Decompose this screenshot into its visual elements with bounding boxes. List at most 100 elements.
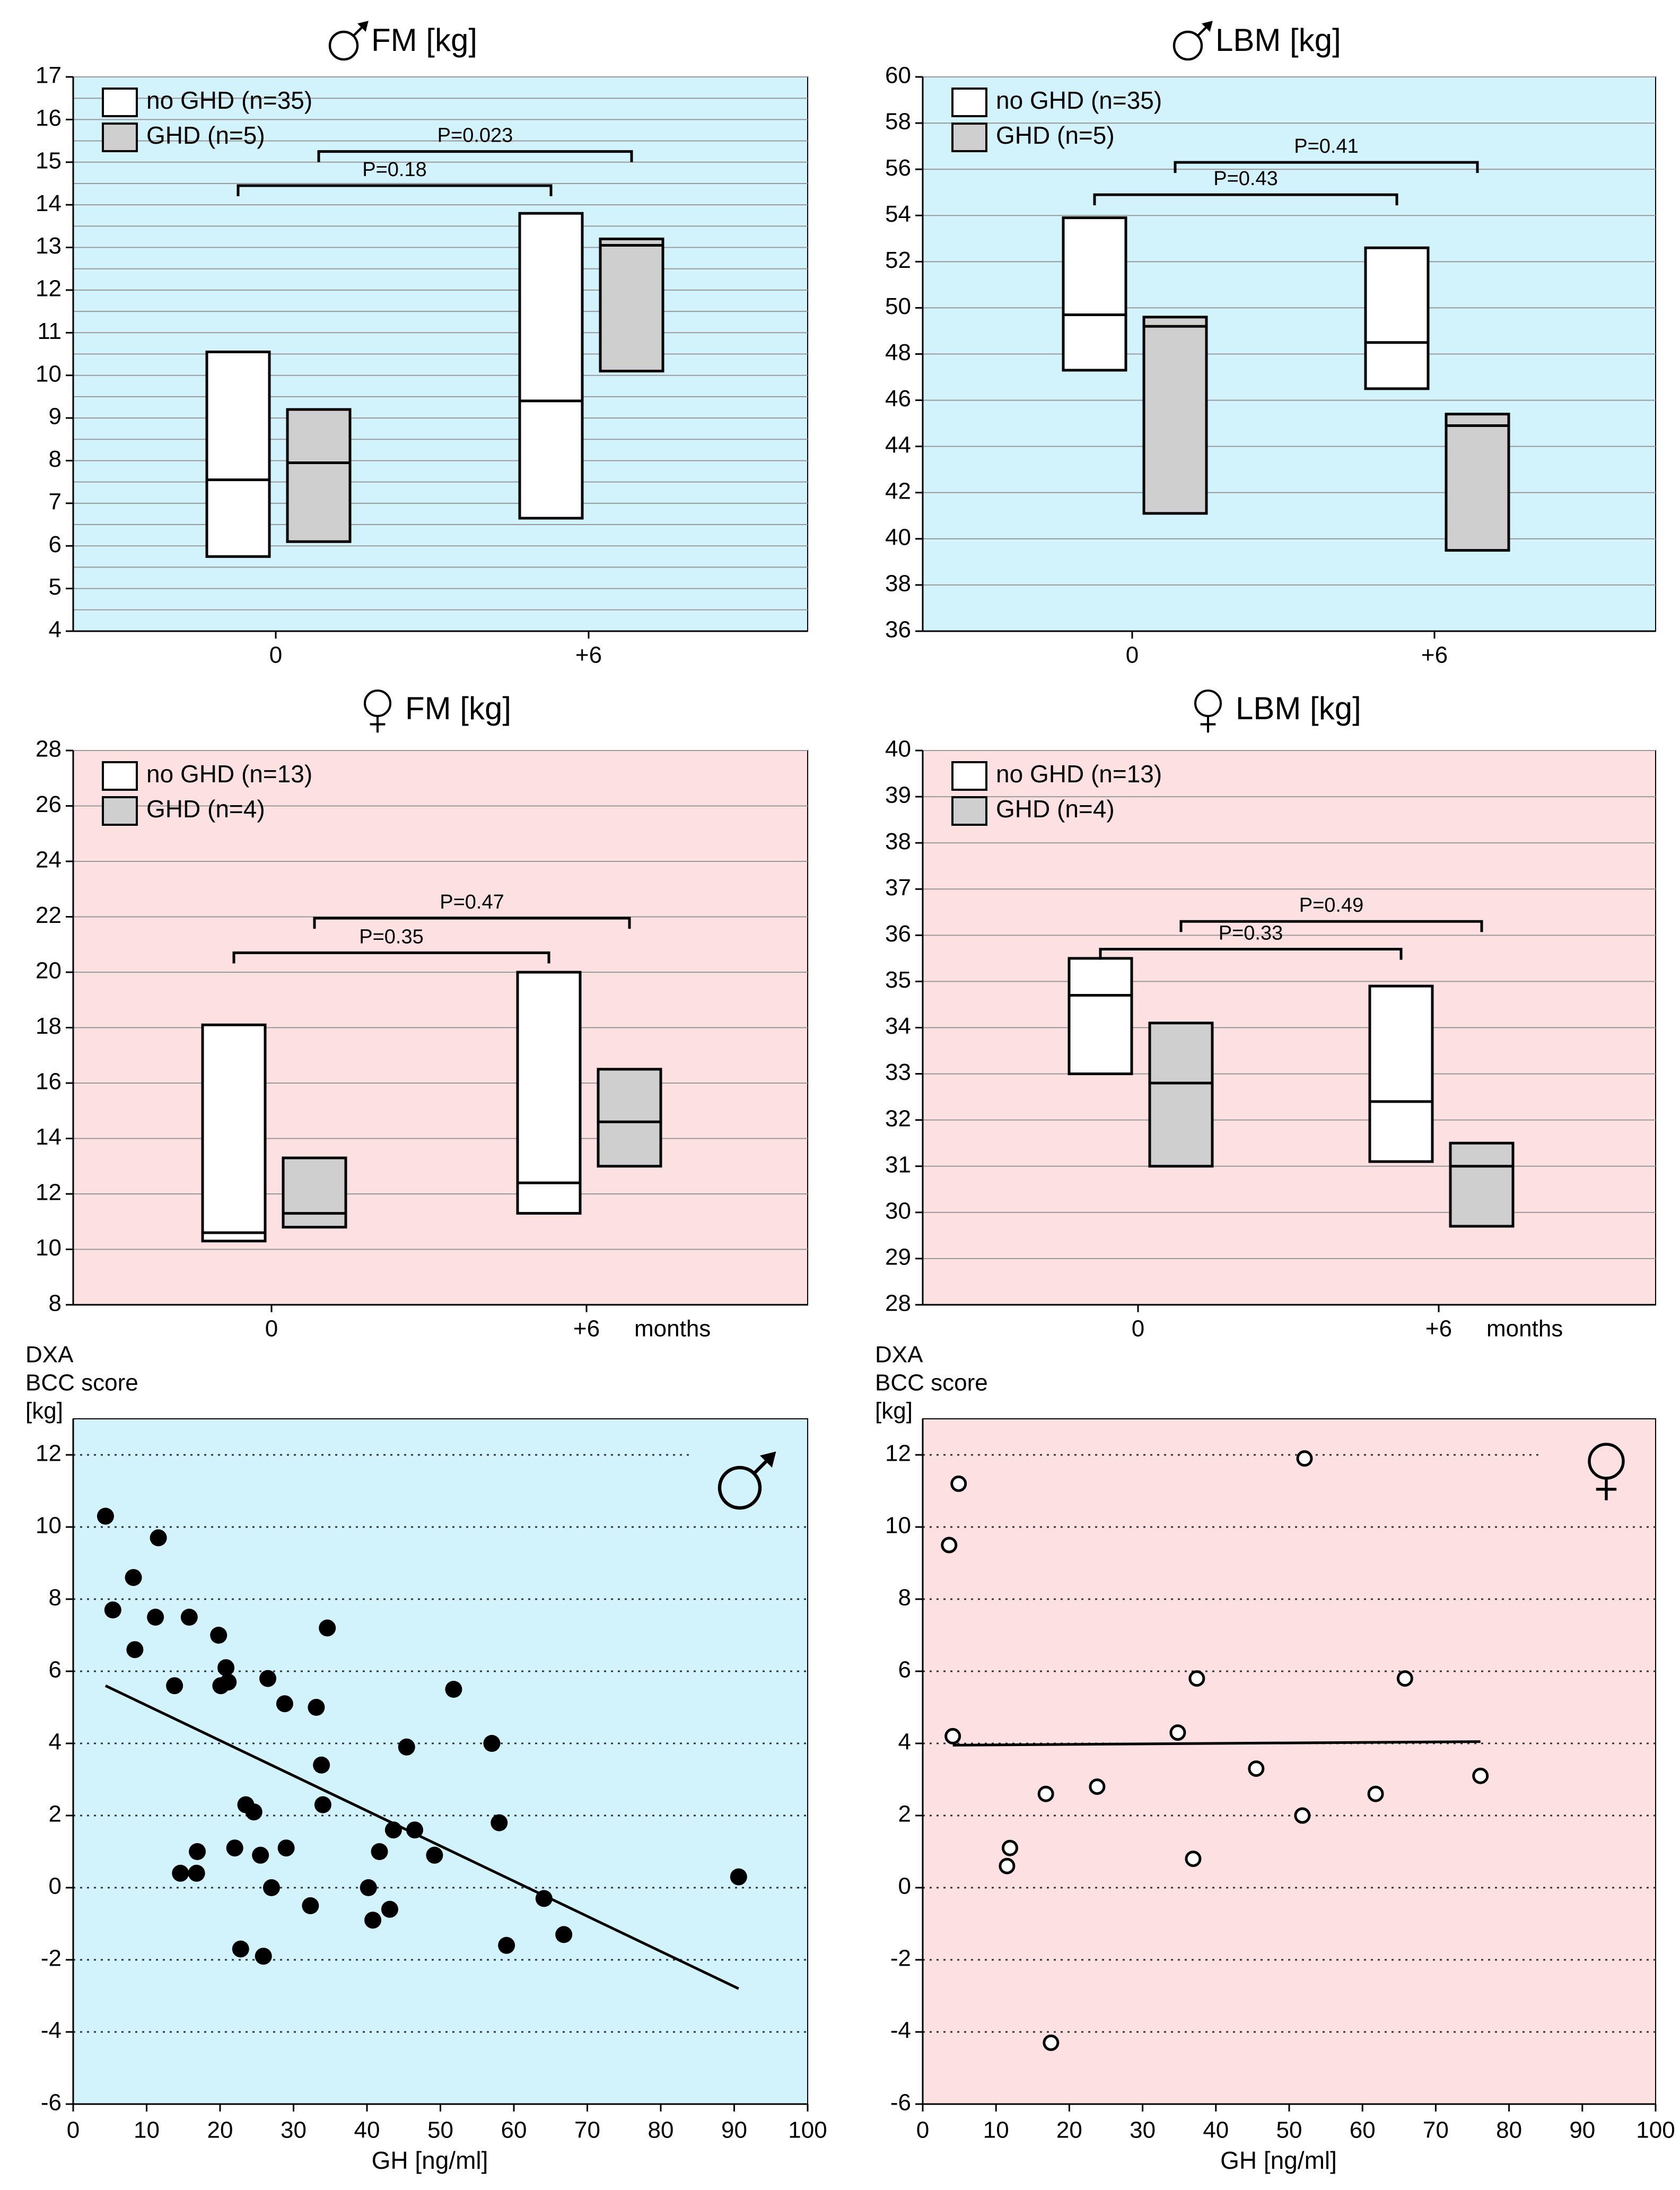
scatter-point [180, 1609, 198, 1626]
scatter-point [398, 1738, 415, 1756]
scatter-point [360, 1879, 377, 1896]
y-tick-label: 6 [898, 1657, 911, 1683]
legend-swatch [951, 123, 987, 152]
y-tick-label: 36 [885, 617, 911, 643]
scatter-point [1472, 1767, 1489, 1784]
scatter-point [498, 1936, 515, 1954]
regression-line [104, 1684, 739, 1990]
box-ghd-month6 [1449, 1141, 1515, 1228]
box-no-ghd-month6 [1364, 246, 1430, 390]
box-no-ghd-baseline [1062, 216, 1127, 372]
scatter-point [188, 1864, 205, 1882]
scatter-point [555, 1926, 573, 1943]
scatter-point [999, 1857, 1016, 1874]
x-axis-label: months [1486, 1316, 1563, 1342]
y-tick-label: 14 [36, 190, 62, 216]
legend-label: no GHD (n=13) [996, 760, 1162, 788]
y-tick-label: 2 [49, 1801, 62, 1827]
scatter-point [364, 1912, 382, 1929]
scatter-point [226, 1839, 243, 1857]
legend-swatch [951, 761, 987, 791]
y-tick-label: 37 [885, 875, 911, 901]
legend-swatch [951, 796, 987, 826]
x-tick-label: 20 [207, 2117, 233, 2143]
x-tick-label: 40 [1203, 2117, 1229, 2143]
y-tick-label: 44 [885, 432, 911, 458]
y-tick-label: 10 [885, 1513, 911, 1539]
y-tick-label: 33 [885, 1059, 911, 1085]
panel-title: LBM [kg] [1236, 691, 1361, 726]
x-axis-label: GH [ng/ml] [1220, 2147, 1337, 2174]
scatter-point [1367, 1785, 1384, 1802]
box-no-ghd-month6 [516, 971, 582, 1215]
y-axis-label-line: DXA [25, 1342, 74, 1368]
p-value-label: P=0.49 [1299, 894, 1364, 917]
scatter-point [1296, 1450, 1313, 1467]
legend-label: GHD (n=4) [146, 795, 265, 823]
y-tick-label: 0 [49, 1873, 62, 1899]
scatter-point [483, 1735, 501, 1752]
y-tick-label: 22 [36, 902, 62, 928]
female-symbol-icon [363, 689, 392, 733]
x-tick-label: 90 [1569, 2117, 1595, 2143]
scatter-point [259, 1670, 277, 1687]
female-symbol-ring [363, 689, 392, 718]
y-tick-label: 54 [885, 201, 911, 227]
legend-label: GHD (n=4) [996, 795, 1115, 823]
x-tick-label: 60 [501, 2117, 527, 2143]
y-tick-label: 40 [885, 736, 911, 762]
scatter-point [147, 1609, 164, 1626]
scatter-point [1001, 1839, 1018, 1856]
male-symbol-ring [1172, 30, 1203, 61]
y-tick-label: 5 [49, 574, 62, 600]
y-tick-label: 46 [885, 386, 911, 412]
y-tick-label: -6 [41, 2090, 62, 2116]
y-tick-label: 60 [885, 63, 911, 89]
significance-bracket [237, 184, 553, 196]
x-tick-label: 0 [67, 2117, 80, 2143]
y-tick-label: 20 [36, 958, 62, 984]
significance-bracket [1093, 193, 1398, 206]
x-tick-label: 50 [427, 2117, 453, 2143]
scatter-point [1294, 1807, 1311, 1824]
y-tick-label: 8 [898, 1585, 911, 1611]
y-tick-label: -4 [41, 2018, 62, 2044]
box-no-ghd-baseline [1068, 957, 1133, 1076]
scatter-point [535, 1890, 553, 1907]
legend-swatch [102, 796, 138, 826]
legend-label: GHD (n=5) [146, 121, 265, 149]
y-axis-label-line: DXA [875, 1342, 923, 1368]
scatter-point [944, 1727, 961, 1744]
scatter-point [730, 1868, 747, 1886]
y-tick-label: 17 [36, 63, 62, 89]
scatter-point [97, 1507, 114, 1525]
y-tick-label: -4 [890, 2018, 911, 2044]
box-ghd-baseline [286, 408, 352, 543]
panel-title: FM [kg] [371, 22, 477, 58]
box-no-ghd-month6 [1368, 984, 1434, 1163]
scatter-point [308, 1699, 325, 1716]
scatter-point [302, 1897, 319, 1914]
x-tick-label: 0 [265, 1316, 278, 1342]
scatter-point [1089, 1778, 1106, 1795]
y-tick-label: -2 [41, 1945, 62, 1971]
y-tick-label: 9 [49, 404, 62, 430]
x-tick-label: 90 [721, 2117, 747, 2143]
male-symbol-arrowhead [357, 21, 369, 32]
scatter-point [371, 1843, 388, 1860]
p-value-label: P=0.41 [1294, 135, 1359, 158]
box-no-ghd-baseline [201, 1023, 267, 1243]
y-tick-label: 39 [885, 782, 911, 808]
scatter-point [125, 1569, 142, 1586]
scatter-point [384, 1821, 402, 1839]
x-tick-label: +6 [573, 1316, 600, 1342]
y-tick-label: 58 [885, 109, 911, 135]
panel-title: FM [kg] [405, 691, 511, 726]
male-symbol-icon [328, 21, 369, 61]
significance-bracket [317, 150, 633, 162]
x-axis-label: GH [ng/ml] [372, 2147, 488, 2174]
y-tick-label: 36 [885, 921, 911, 947]
scatter-point [166, 1677, 183, 1695]
p-value-label: P=0.023 [438, 125, 513, 147]
significance-bracket [232, 951, 550, 964]
